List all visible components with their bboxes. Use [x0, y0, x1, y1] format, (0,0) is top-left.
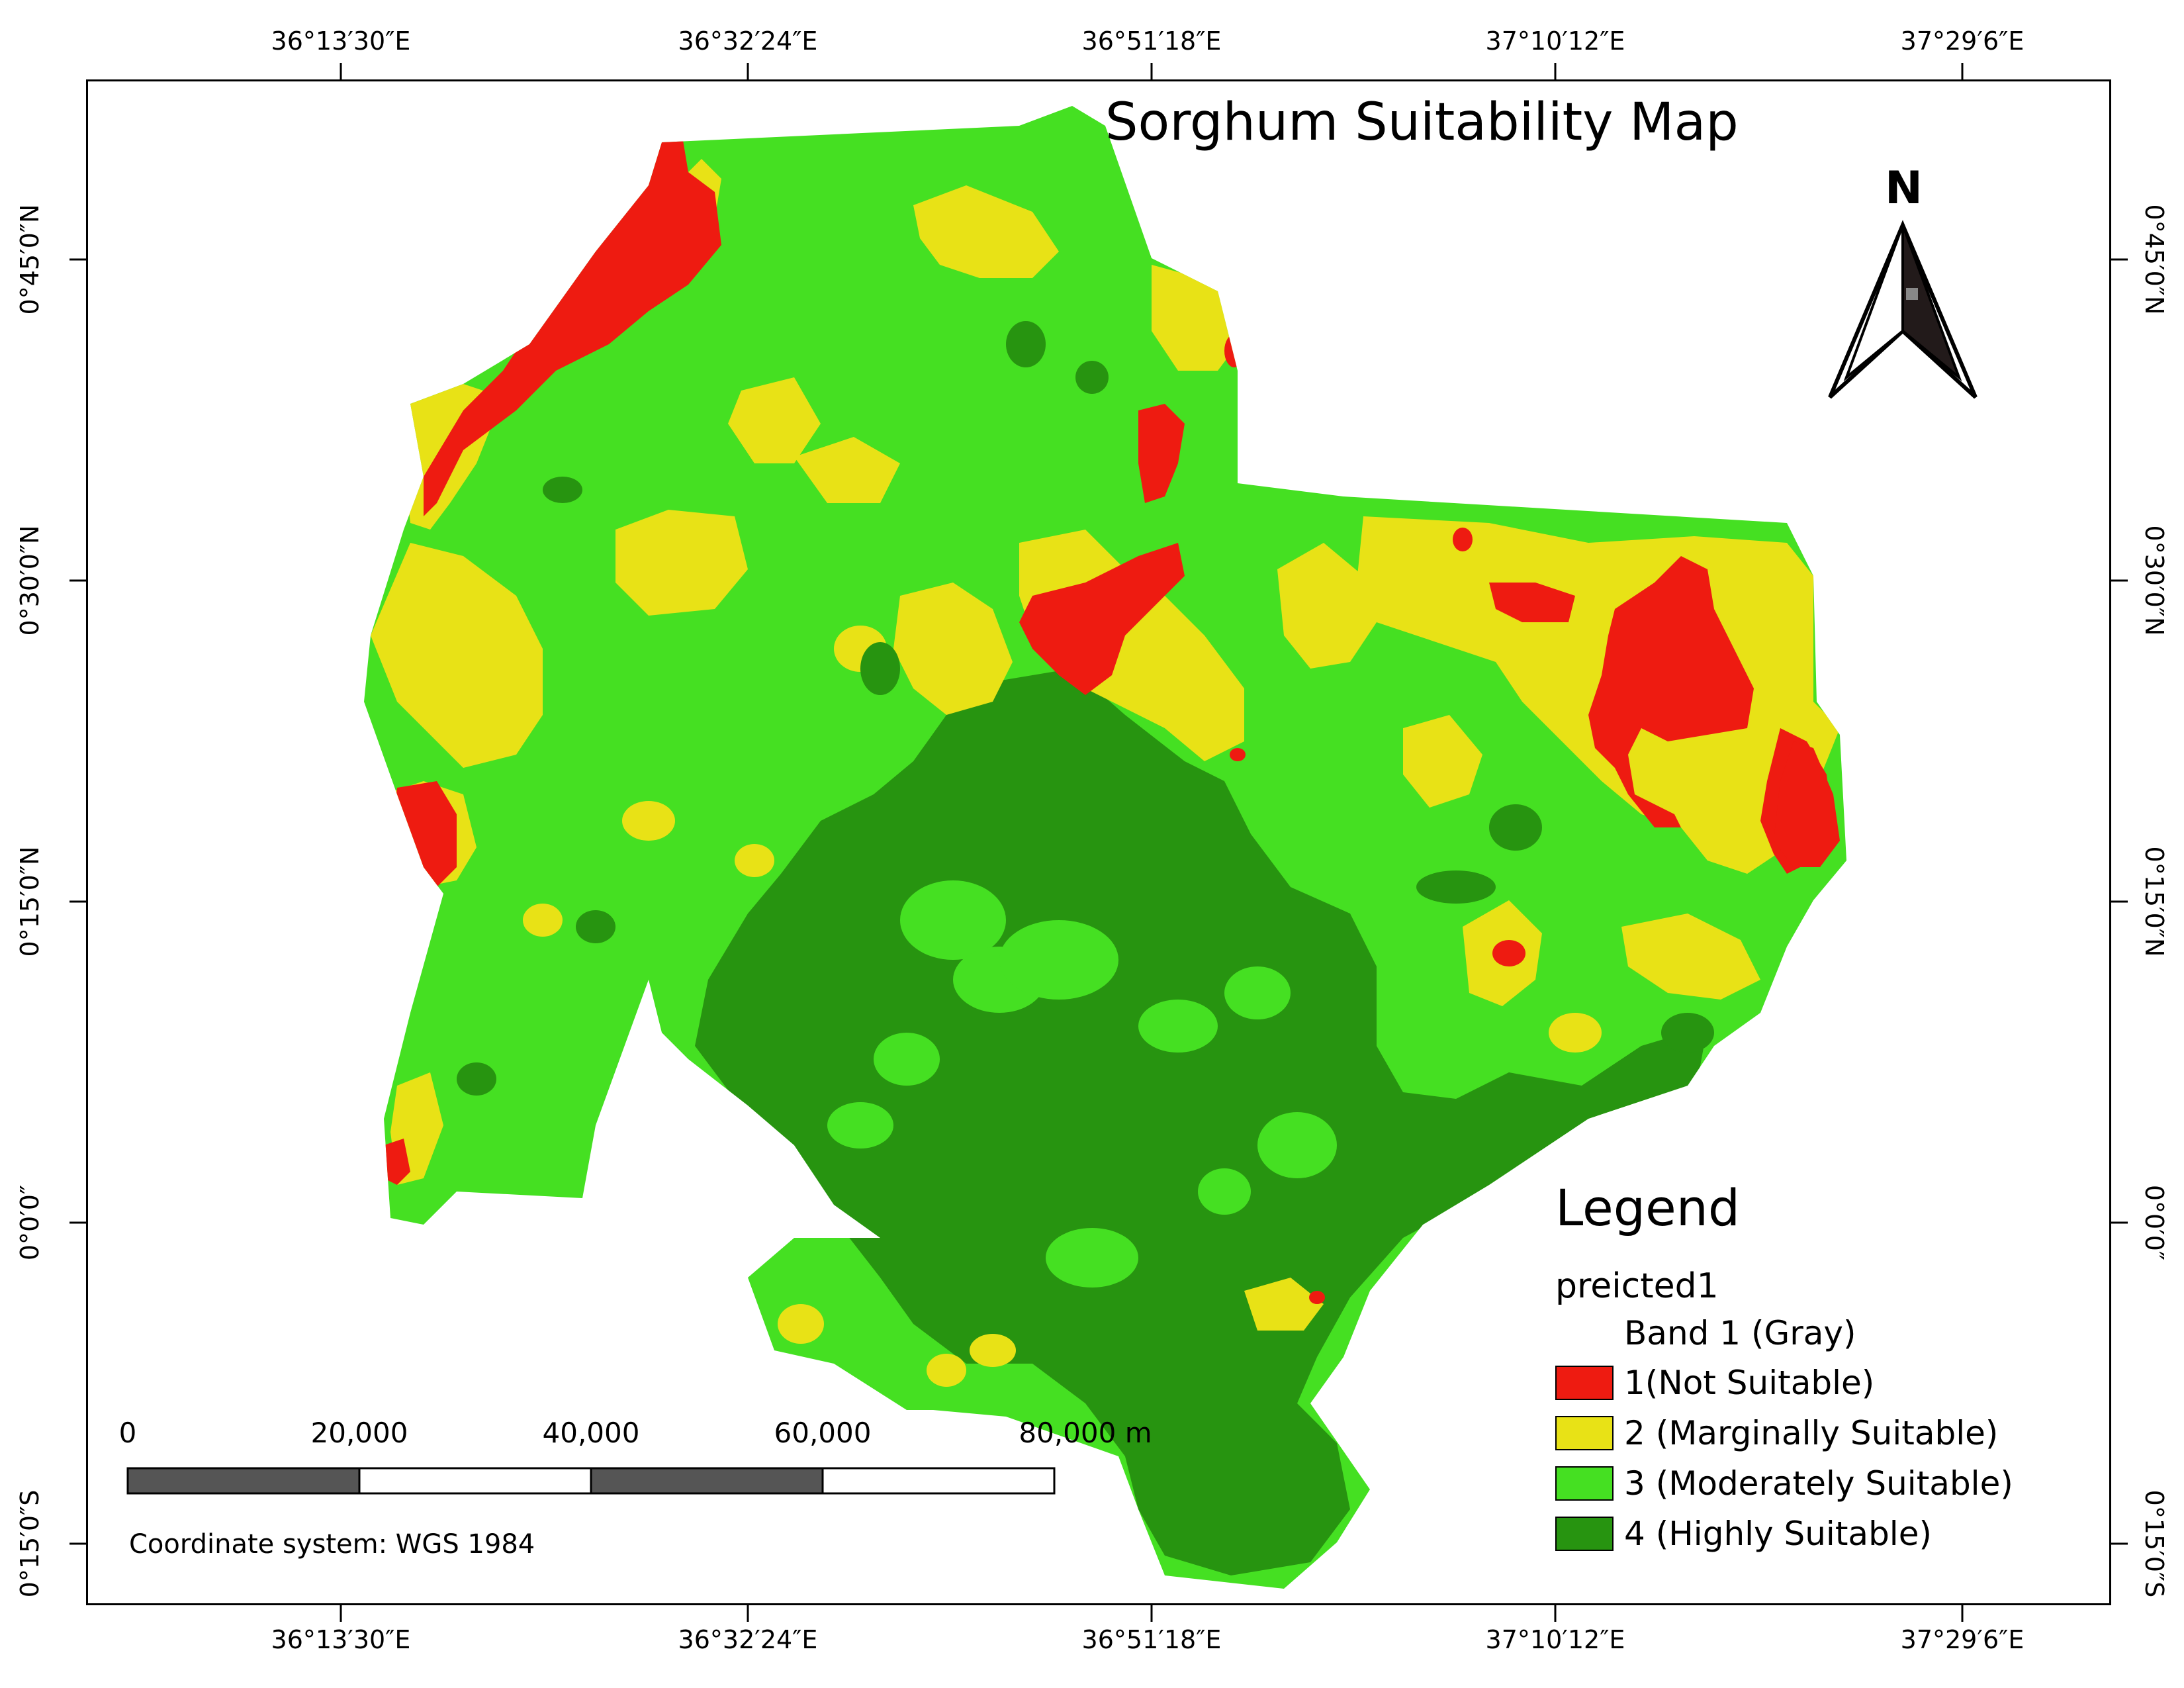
legend-item-label: 3 (Moderately Suitable) [1624, 1464, 2013, 1503]
legend-item: 4 (Highly Suitable) [1555, 1513, 2013, 1555]
bottom-tick-label: 36°32′24″E [678, 1625, 818, 1654]
legend-swatch [1555, 1517, 1614, 1551]
legend-item-label: 1(Not Suitable) [1624, 1364, 1875, 1402]
legend-layer-name: preicted1 [1555, 1266, 1719, 1306]
scale-label: 60,000 [774, 1417, 872, 1449]
north-arrow-icon [1828, 220, 1978, 399]
legend-item-label: 2 (Marginally Suitable) [1624, 1414, 1999, 1452]
scale-label: 80,000 m [1019, 1417, 1152, 1449]
legend-item: 3 (Moderately Suitable) [1555, 1462, 2013, 1505]
legend-swatch [1555, 1416, 1614, 1450]
legend: Legend preicted1 Band 1 (Gray) 1(Not Sui… [1555, 1178, 2013, 1563]
scale-label: 40,000 [542, 1417, 640, 1449]
legend-item-label: 4 (Highly Suitable) [1624, 1515, 1932, 1553]
top-tick-label: 36°32′24″E [678, 26, 818, 56]
bottom-tick-label: 37°10′12″E [1485, 1625, 1625, 1654]
scale-label: 0 [118, 1417, 137, 1449]
top-tick-label: 37°10′12″E [1485, 26, 1625, 56]
top-tick-label: 36°13′30″E [271, 26, 411, 56]
bottom-tick-label: 36°51′18″E [1081, 1625, 1222, 1654]
scale-bar [126, 1467, 1056, 1495]
top-tick-label: 37°29′6″E [1900, 26, 2025, 56]
graticule-ticks [69, 63, 2128, 1622]
north-label: N [1885, 162, 1923, 214]
legend-band-name: Band 1 (Gray) [1624, 1314, 1856, 1352]
top-tick-label: 36°51′18″E [1081, 26, 1222, 56]
scale-label: 20,000 [310, 1417, 408, 1449]
coordinate-system-label: Coordinate system: WGS 1984 [129, 1529, 535, 1560]
legend-swatch [1555, 1366, 1614, 1400]
legend-swatch [1555, 1466, 1614, 1501]
bottom-tick-label: 36°13′30″E [271, 1625, 411, 1654]
legend-item: 1(Not Suitable) [1555, 1362, 2013, 1404]
map-title: Sorghum Suitability Map [1105, 93, 1739, 152]
bottom-tick-label: 37°29′6″E [1900, 1625, 2025, 1654]
legend-item: 2 (Marginally Suitable) [1555, 1412, 2013, 1454]
legend-title: Legend [1555, 1178, 1741, 1237]
